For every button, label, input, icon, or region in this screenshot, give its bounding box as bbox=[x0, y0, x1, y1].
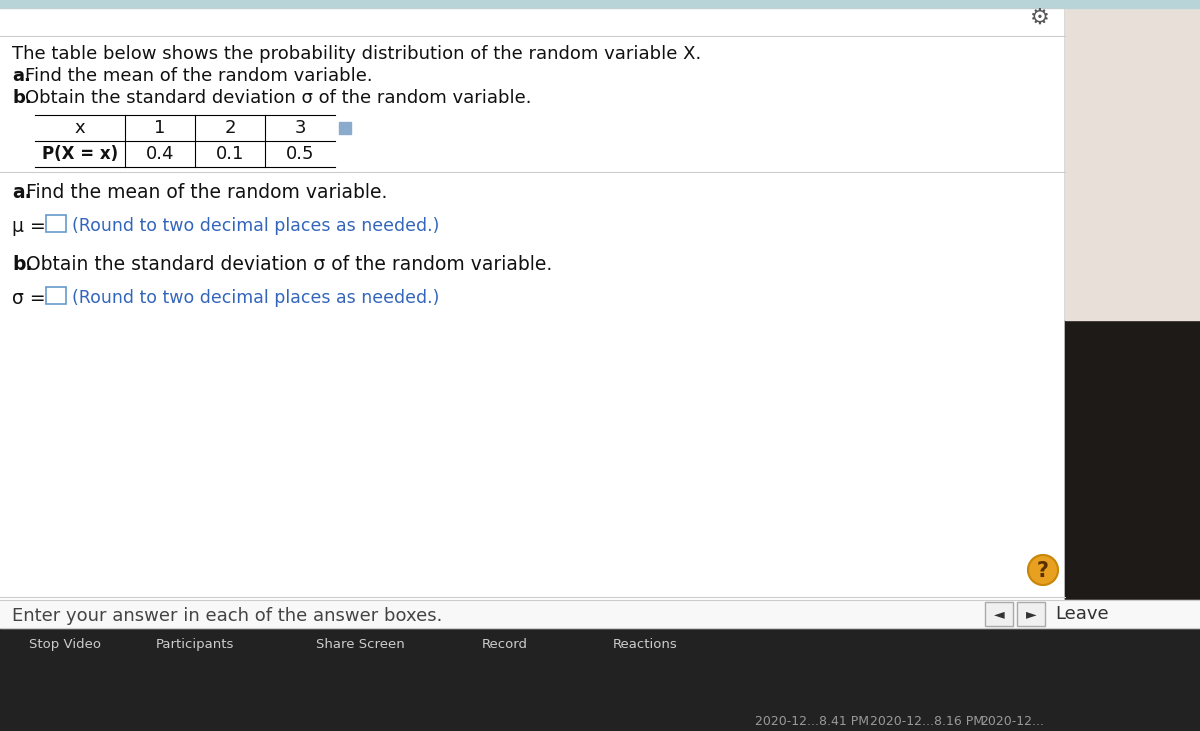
Text: a.: a. bbox=[12, 67, 31, 85]
Text: σ =: σ = bbox=[12, 289, 46, 308]
Text: Reactions: Reactions bbox=[613, 638, 677, 651]
Bar bbox=[985, 602, 1013, 626]
Text: 0.1: 0.1 bbox=[216, 145, 244, 163]
Text: ⚙: ⚙ bbox=[1030, 8, 1050, 28]
Bar bbox=[0, 8, 1066, 618]
Bar bbox=[0, 0, 1200, 8]
Bar bbox=[1066, 8, 1200, 320]
Text: Obtain the standard deviation σ of the random variable.: Obtain the standard deviation σ of the r… bbox=[25, 89, 532, 107]
Bar bbox=[340, 122, 352, 134]
Text: 2020-12...8.41 PM: 2020-12...8.41 PM bbox=[755, 715, 869, 728]
Text: 1: 1 bbox=[155, 119, 166, 137]
Bar bbox=[1066, 8, 1200, 618]
Text: Leave: Leave bbox=[1055, 605, 1109, 623]
Text: 0.4: 0.4 bbox=[145, 145, 174, 163]
Text: ◄: ◄ bbox=[994, 607, 1004, 621]
Bar bbox=[1066, 320, 1200, 620]
Text: Find the mean of the random variable.: Find the mean of the random variable. bbox=[25, 67, 373, 85]
Text: Participants: Participants bbox=[156, 638, 234, 651]
Text: μ =: μ = bbox=[12, 217, 46, 236]
Text: Record: Record bbox=[482, 638, 528, 651]
Text: x: x bbox=[74, 119, 85, 137]
Text: Share Screen: Share Screen bbox=[316, 638, 404, 651]
Text: The table below shows the probability distribution of the random variable X.: The table below shows the probability di… bbox=[12, 45, 701, 63]
Text: b.: b. bbox=[12, 255, 32, 274]
Circle shape bbox=[1028, 555, 1058, 585]
Text: 2: 2 bbox=[224, 119, 235, 137]
Text: Enter your answer in each of the answer boxes.: Enter your answer in each of the answer … bbox=[12, 607, 443, 625]
Text: ►: ► bbox=[1026, 607, 1037, 621]
Bar bbox=[0, 628, 1200, 731]
Text: 0.5: 0.5 bbox=[286, 145, 314, 163]
Text: 3: 3 bbox=[294, 119, 306, 137]
Text: Obtain the standard deviation σ of the random variable.: Obtain the standard deviation σ of the r… bbox=[26, 255, 552, 274]
Text: P(X = x): P(X = x) bbox=[42, 145, 118, 163]
Bar bbox=[46, 215, 66, 232]
Text: b.: b. bbox=[12, 89, 31, 107]
Text: (Round to two decimal places as needed.): (Round to two decimal places as needed.) bbox=[72, 289, 439, 307]
Text: 2020-12...: 2020-12... bbox=[980, 715, 1044, 728]
Bar bbox=[0, 600, 1200, 628]
Text: ?: ? bbox=[1037, 561, 1049, 581]
Text: 2020-12...8.16 PM: 2020-12...8.16 PM bbox=[870, 715, 984, 728]
Text: (Round to two decimal places as needed.): (Round to two decimal places as needed.) bbox=[72, 217, 439, 235]
Text: Stop Video: Stop Video bbox=[29, 638, 101, 651]
Text: Find the mean of the random variable.: Find the mean of the random variable. bbox=[26, 183, 388, 202]
Bar bbox=[46, 287, 66, 304]
Bar bbox=[1018, 602, 1045, 626]
Text: a.: a. bbox=[12, 183, 31, 202]
